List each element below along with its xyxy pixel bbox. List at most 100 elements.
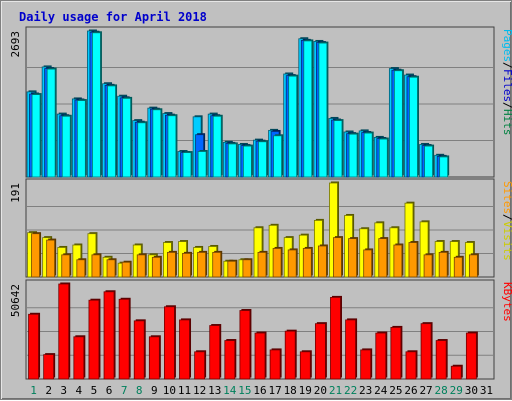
day-label-9: 9 <box>151 384 158 397</box>
bar-sites-day-13 <box>212 251 222 278</box>
bar-kbytes-day-24 <box>375 332 387 380</box>
bar-pages-day-14 <box>227 143 237 178</box>
bar-pages-day-20 <box>318 42 328 178</box>
bar-pages-day-3 <box>61 115 71 178</box>
day-label-10: 10 <box>163 384 176 397</box>
bar-kbytes-day-3 <box>58 283 70 380</box>
bar-sites-day-16 <box>257 251 267 278</box>
bar-sites-day-2 <box>46 239 56 278</box>
day-label-31: 31 <box>480 384 493 397</box>
bar-pages-day-2 <box>46 68 56 178</box>
bar-kbytes-day-27 <box>420 323 432 380</box>
day-label-19: 19 <box>299 384 312 397</box>
bar-kbytes-day-4 <box>73 336 85 380</box>
day-label-11: 11 <box>178 384 191 397</box>
bar-pages-day-8 <box>137 122 147 178</box>
bar-kbytes-day-15 <box>239 310 251 380</box>
legend-separator-visits-sites-0: / <box>501 214 512 221</box>
bar-kbytes-day-7 <box>118 298 130 380</box>
bar-kbytes-day-22 <box>345 319 356 380</box>
bar-pages-day-13 <box>212 115 222 178</box>
day-label-17: 17 <box>268 384 281 397</box>
bar-kbytes-day-2 <box>43 354 55 380</box>
bar-sites-day-25 <box>393 244 403 278</box>
bar-kbytes-day-8 <box>133 320 145 380</box>
bar-pages-day-11 <box>182 152 192 178</box>
bar-kbytes-day-23 <box>360 349 372 380</box>
bar-sites-day-7 <box>121 261 131 278</box>
day-label-3: 3 <box>60 384 67 397</box>
bar-kbytes-day-30 <box>465 332 477 380</box>
bar-pages-day-21 <box>333 120 343 178</box>
bar-pages-day-6 <box>107 85 116 178</box>
bar-sites-day-14 <box>227 260 237 278</box>
bar-sites-day-28 <box>438 251 448 278</box>
bar-sites-day-1 <box>31 233 40 278</box>
day-label-25: 25 <box>389 384 402 397</box>
bar-pages-day-15 <box>243 145 252 178</box>
day-label-24: 24 <box>374 384 388 397</box>
bar-pages-day-18 <box>288 75 298 178</box>
bar-sites-day-11 <box>182 252 191 278</box>
legend-visits-visits-sites: Visits <box>501 221 512 261</box>
bar-sites-day-22 <box>348 238 357 278</box>
day-label-28: 28 <box>435 384 448 397</box>
bar-kbytes-day-20 <box>314 323 326 380</box>
day-label-30: 30 <box>465 384 478 397</box>
bar-sites-day-17 <box>272 248 282 278</box>
bar-pages-day-25 <box>393 70 403 178</box>
bar-kbytes-day-13 <box>209 325 221 380</box>
day-label-1: 1 <box>30 384 37 397</box>
bar-sites-day-20 <box>317 245 327 278</box>
bar-kbytes-day-18 <box>284 330 296 380</box>
bar-pages-day-22 <box>348 133 358 178</box>
bar-sites-day-5 <box>91 254 101 278</box>
day-label-12: 12 <box>193 384 206 397</box>
bar-sites-day-8 <box>136 254 146 278</box>
bar-kbytes-day-1 <box>28 313 39 380</box>
bar-sites-day-21 <box>333 237 342 278</box>
day-label-4: 4 <box>76 384 83 397</box>
bar-sites-day-12 <box>197 251 207 278</box>
bar-pages-day-19 <box>303 40 313 178</box>
y-max-label-kbytes: 50642 <box>9 284 22 317</box>
bar-kbytes-day-21 <box>330 296 341 380</box>
bar-pages-day-26 <box>409 76 418 178</box>
bar-sites-day-26 <box>408 242 418 278</box>
bar-sites-day-15 <box>242 259 252 278</box>
legend-separator-hits-files-pages-0: / <box>501 62 512 69</box>
bar-kbytes-day-9 <box>148 336 160 380</box>
day-label-14: 14 <box>223 384 237 397</box>
bar-pages-day-4 <box>76 100 86 178</box>
y-max-label-hits-files-pages: 2693 <box>9 31 22 58</box>
bar-pages-day-16 <box>258 141 267 178</box>
y-max-label-visits-sites: 191 <box>9 183 22 203</box>
bar-pages-day-28 <box>439 156 449 178</box>
bar-sites-day-30 <box>468 254 478 278</box>
legend-kbytes-kbytes: KBytes <box>501 282 512 322</box>
bar-pages-day-27 <box>424 145 433 178</box>
day-label-22: 22 <box>344 384 357 397</box>
bar-pages-day-7 <box>122 97 132 178</box>
bar-sites-day-4 <box>76 259 86 278</box>
day-label-16: 16 <box>253 384 266 397</box>
day-label-5: 5 <box>91 384 98 397</box>
legend-files-hits-files-pages: Files <box>501 69 512 102</box>
bar-kbytes-day-11 <box>179 319 190 380</box>
day-label-21: 21 <box>329 384 342 397</box>
bar-sites-day-29 <box>453 256 463 278</box>
day-label-13: 13 <box>208 384 221 397</box>
bar-kbytes-day-19 <box>299 351 311 380</box>
bar-sites-day-19 <box>302 248 312 278</box>
bar-sites-day-10 <box>167 251 176 278</box>
bar-sites-day-24 <box>378 238 388 278</box>
day-label-18: 18 <box>284 384 297 397</box>
bar-sites-day-3 <box>61 254 71 278</box>
bar-kbytes-day-16 <box>254 332 266 380</box>
bar-kbytes-day-12 <box>194 351 206 380</box>
bar-kbytes-day-14 <box>224 340 236 380</box>
day-label-15: 15 <box>238 384 251 397</box>
day-label-2: 2 <box>45 384 52 397</box>
